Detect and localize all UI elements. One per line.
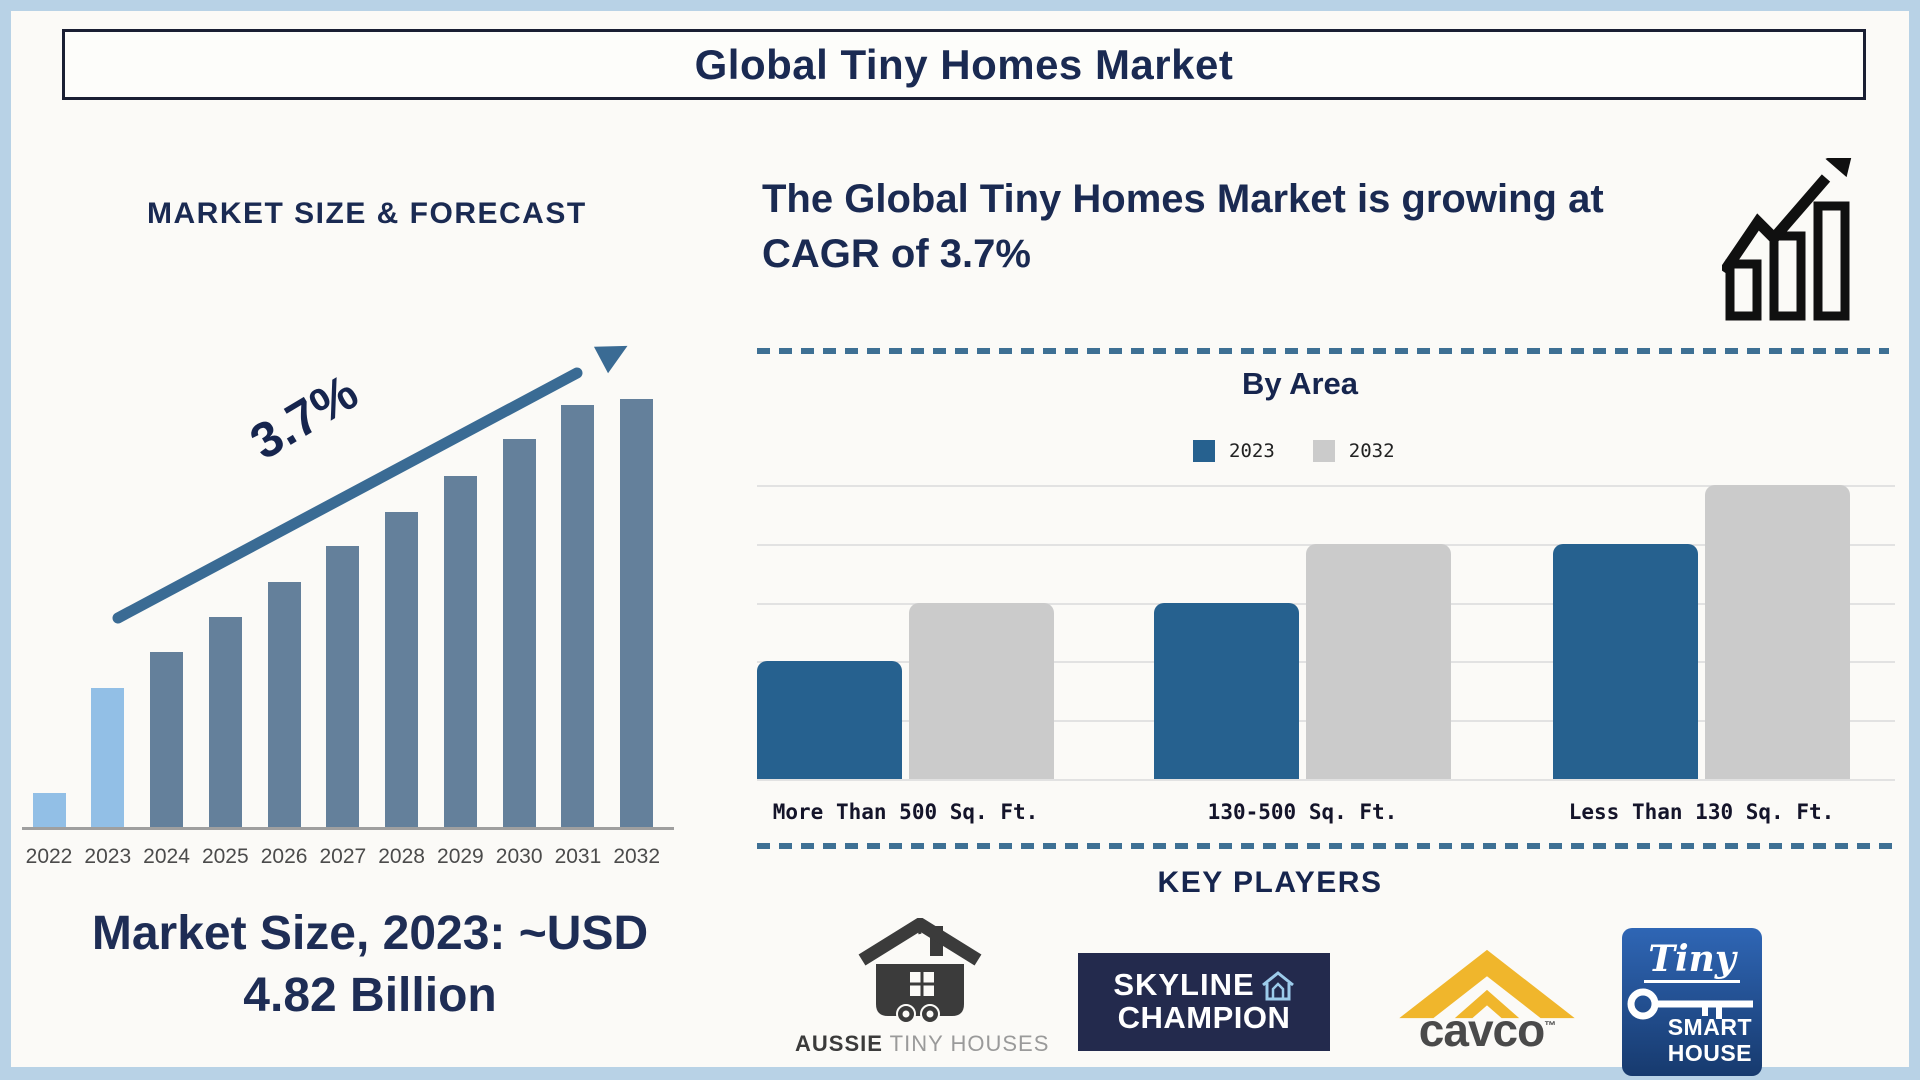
by-area-title: By Area	[1241, 366, 1359, 401]
logo-tiny-smart-house: Tiny SMART HOUSE	[1622, 928, 1762, 1076]
aussie-logo-text: AUSSIE TINY HOUSES	[795, 1031, 1050, 1056]
logo-cavco: cavco™	[1393, 946, 1581, 1058]
page-background	[11, 11, 1909, 1067]
area-bar-2032-group3	[1705, 485, 1850, 779]
year-label-2028: 2028	[378, 845, 425, 868]
key-icon	[1627, 988, 1753, 1020]
tiny-house-on-wheels-icon	[858, 917, 982, 1024]
area-category-label: More Than 500 Sq. Ft.	[772, 800, 1039, 824]
title-box: Global Tiny Homes Market	[62, 29, 1866, 100]
market-bar-2027	[326, 546, 360, 829]
skyline-text: SKYLINE	[1113, 967, 1255, 1003]
year-label-2022: 2022	[25, 845, 73, 868]
year-label-2029: 2029	[437, 845, 484, 868]
market-bar-2024	[150, 652, 184, 829]
market-bar-2022	[32, 793, 66, 829]
market-bar-2029	[443, 476, 477, 829]
dashed-divider-bottom	[757, 843, 1895, 849]
growth-chart-icon	[1722, 158, 1854, 321]
year-label-2024: 2024	[143, 845, 190, 868]
page-title: Global Tiny Homes Market	[694, 40, 1234, 88]
dashed-divider-top	[757, 348, 1889, 354]
champion-text: CHAMPION	[1117, 1000, 1291, 1035]
area-bar-2023-group1	[757, 661, 902, 779]
year-label-2027: 2027	[319, 845, 367, 868]
legend-swatch-2032	[1312, 440, 1335, 462]
market-size-line2: 4.82 Billion	[243, 969, 497, 1022]
cagr-heading-line1: The Global Tiny Homes Market is growing …	[762, 177, 1604, 221]
area-category-label: 130-500 Sq. Ft.	[1207, 800, 1398, 824]
chart-legend: 2023 2032	[1193, 440, 1395, 462]
market-bar-2030	[502, 439, 536, 829]
gridline	[757, 779, 1895, 781]
legend-label-2023: 2023	[1229, 440, 1275, 462]
area-bar-2032-group1	[909, 602, 1054, 779]
area-bar-2023-group2	[1154, 602, 1299, 779]
year-label-2030: 2030	[495, 845, 543, 868]
house-text: HOUSE	[1667, 1040, 1752, 1066]
cavco-text: cavco™	[1418, 1004, 1556, 1056]
market-bar-2025	[208, 617, 242, 829]
market-size-callout: Market Size, 2023: ~USD 4.82 Billion	[30, 903, 710, 1027]
key-players-heading: KEY PLAYERS	[1157, 866, 1383, 899]
year-label-2025: 2025	[201, 845, 249, 868]
tiny-script-text: Tiny	[1622, 938, 1762, 983]
smart-text: SMART	[1667, 1014, 1752, 1040]
cagr-heading-line2: CAGR of 3.7%	[762, 232, 1031, 276]
legend-swatch-2023	[1193, 440, 1215, 462]
area-bar-2032-group2	[1306, 543, 1451, 779]
year-label-2032: 2032	[613, 845, 661, 868]
x-axis-line	[22, 827, 674, 830]
logo-skyline-champion: SKYLINE CHAMPION	[1078, 953, 1330, 1051]
market-bar-2026	[267, 582, 301, 829]
trend-arrow-icon	[112, 345, 628, 624]
year-label-2031: 2031	[554, 845, 602, 868]
market-bar-2028	[385, 512, 419, 829]
area-category-label: Less Than 130 Sq. Ft.	[1568, 800, 1835, 824]
market-bar-2023	[91, 688, 125, 829]
market-size-line1: Market Size, 2023: ~USD	[91, 907, 649, 960]
year-label-2026: 2026	[260, 845, 308, 868]
yellow-mountain-roof-icon	[1399, 949, 1575, 1019]
market-size-heading: MARKET SIZE & FORECAST	[147, 197, 587, 230]
legend-label-2032: 2032	[1348, 440, 1395, 462]
house-outline-icon	[1261, 970, 1294, 1001]
market-bar-2031	[561, 405, 595, 829]
cagr-heading: The Global Tiny Homes Market is growing …	[762, 172, 1722, 282]
area-bar-2023-group3	[1553, 543, 1698, 779]
gridline	[757, 485, 1895, 487]
logo-aussie-tiny-houses: AUSSIE TINY HOUSES	[795, 917, 1050, 1068]
year-label-2023: 2023	[84, 845, 132, 868]
market-bar-2032	[620, 399, 654, 829]
